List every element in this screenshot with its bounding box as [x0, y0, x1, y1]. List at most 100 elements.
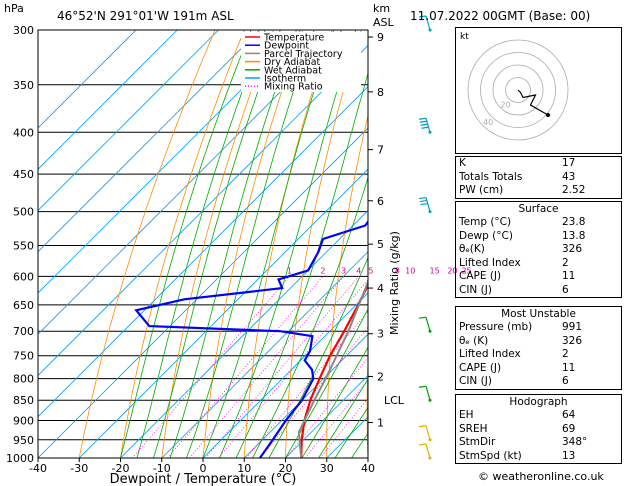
x-tick-label: -10 [153, 462, 171, 475]
dry-adiabat-line [120, 30, 245, 458]
pressure-tick-label: 700 [13, 325, 34, 338]
isotherm-line [38, 30, 261, 253]
pressure-tick-label: 300 [13, 24, 34, 37]
table-row: PW (cm) 2.52 [456, 184, 621, 198]
row-value: 2 [562, 348, 569, 360]
x-tick-label: 40 [361, 462, 375, 475]
legend-entry: Temperature [263, 33, 324, 44]
most-unstable-table: Most Unstable Pressure (mb) 991 θₑ (K) 326 Li… [455, 306, 622, 390]
table-row: CIN (J) 6 [456, 375, 621, 389]
km-tick-label: 6 [377, 195, 384, 208]
km-tick-label: 4 [377, 282, 384, 295]
km-tick-label: 7 [377, 144, 384, 157]
row-label: Dewp (°C) [459, 229, 513, 242]
row-value: 13 [562, 449, 576, 462]
x-tick-label: -30 [70, 462, 88, 475]
x-tick-label: -20 [112, 462, 130, 475]
table-row: Lifted Index 2 [456, 257, 621, 271]
km-tick-label: 3 [377, 328, 384, 341]
wet-adiabat-line [334, 406, 368, 458]
table-row: EH 64 [456, 409, 621, 423]
isotherm-line [38, 30, 343, 335]
dry-adiabat-line [161, 30, 274, 458]
mixing-ratio-line [285, 356, 368, 458]
hodograph-ring [492, 64, 544, 116]
row-label: Lifted Index [459, 256, 521, 269]
row-value: 23.8 [562, 216, 586, 228]
mixing-ratio-label: 3 [341, 266, 346, 275]
x-tick-label: 0 [200, 462, 207, 475]
hodograph-panel: 20 40 kt [455, 27, 622, 154]
wet-adiabat-line [202, 30, 335, 458]
row-value: 326 [562, 334, 583, 347]
row-label: θₑ (K) [459, 334, 489, 347]
row-label: CIN (J) [459, 375, 492, 387]
hodograph-ring [467, 39, 569, 141]
wind-barb-flag [418, 15, 427, 18]
series-parcel-trajectory [297, 279, 368, 458]
row-value: 69 [562, 422, 576, 435]
x-axis-title: Dewpoint / Temperature (°C) [110, 472, 297, 486]
mixing-ratio-label: 15 [430, 266, 440, 275]
table-row: Dewp (°C) 13.8 [456, 230, 621, 244]
row-value: 348° [562, 436, 588, 448]
table-row: Temp (°C) 23.8 [456, 216, 621, 230]
pressure-tick-label: 350 [13, 79, 34, 92]
pressure-tick-label: 850 [13, 394, 34, 407]
isotherm-line [38, 44, 368, 377]
km-tick-label: 8 [377, 86, 384, 99]
wet-adiabat-line [120, 30, 252, 458]
lcl-label: LCL [384, 394, 405, 407]
series-dewpoint [134, 219, 368, 458]
pressure-tick-label: 500 [13, 206, 34, 219]
table-row: Lifted Index 2 [456, 348, 621, 362]
pressure-tick-label: 600 [13, 270, 34, 283]
hodograph-trace [517, 89, 549, 116]
isotherm-line [38, 30, 178, 170]
isotherm-line [202, 292, 368, 458]
pressure-tick-label: 400 [13, 126, 34, 139]
mixing-ratio-label: 1 [287, 266, 292, 275]
row-value: 13.8 [562, 229, 586, 242]
wind-barb-flag [418, 316, 427, 319]
wind-barbs [418, 15, 432, 460]
x-tick-label: -40 [29, 462, 47, 475]
mixing-ratio-label: 20 [447, 266, 457, 275]
wind-barb-staff [425, 118, 431, 133]
hodograph-ring [480, 52, 556, 128]
row-label: SREH [459, 422, 488, 435]
mixing-ratio-label: 8 [395, 266, 400, 275]
row-label: PW (cm) [459, 184, 504, 196]
mixing-ratio-label: 5 [368, 266, 373, 275]
wind-barb-dot [428, 456, 432, 460]
wind-barb-dot [428, 130, 432, 134]
wet-adiabat-line [153, 30, 281, 458]
wind-barb-staff [425, 443, 431, 459]
row-value: 17 [562, 157, 576, 169]
table-row: CAPE (J) 11 [456, 362, 621, 376]
row-value: 11 [562, 270, 576, 282]
pressure-tick-label: 800 [13, 373, 34, 386]
isotherm-line [161, 251, 368, 458]
isotherm-line [38, 30, 302, 294]
mixing-ratio-label: 25 [461, 266, 471, 275]
mixing-ratio-axis-title: Mixing Ratio (g/kg) [388, 231, 401, 335]
km-tick-label: 9 [377, 31, 384, 44]
row-value: 6 [562, 283, 569, 296]
row-label: Lifted Index [459, 348, 521, 360]
wet-adiabat-line [285, 308, 368, 458]
wind-barb-flag [419, 199, 427, 203]
row-label: CAPE (J) [459, 361, 502, 374]
wind-barb-staff [425, 425, 431, 440]
row-label: StmSpd (kt) [459, 449, 522, 462]
table-title: Surface [518, 203, 559, 215]
wind-barb-flag [419, 120, 427, 123]
wind-barb-staff [425, 386, 431, 401]
pressure-tick-label: 450 [13, 168, 34, 181]
hodograph-unit-label: kt [460, 32, 469, 42]
credit-text: © weatheronline.co.uk [478, 470, 604, 483]
wind-barb-dot [428, 398, 432, 402]
table-row: θₑ (K) 326 [456, 335, 621, 349]
hodograph-storm-dot [546, 113, 550, 117]
